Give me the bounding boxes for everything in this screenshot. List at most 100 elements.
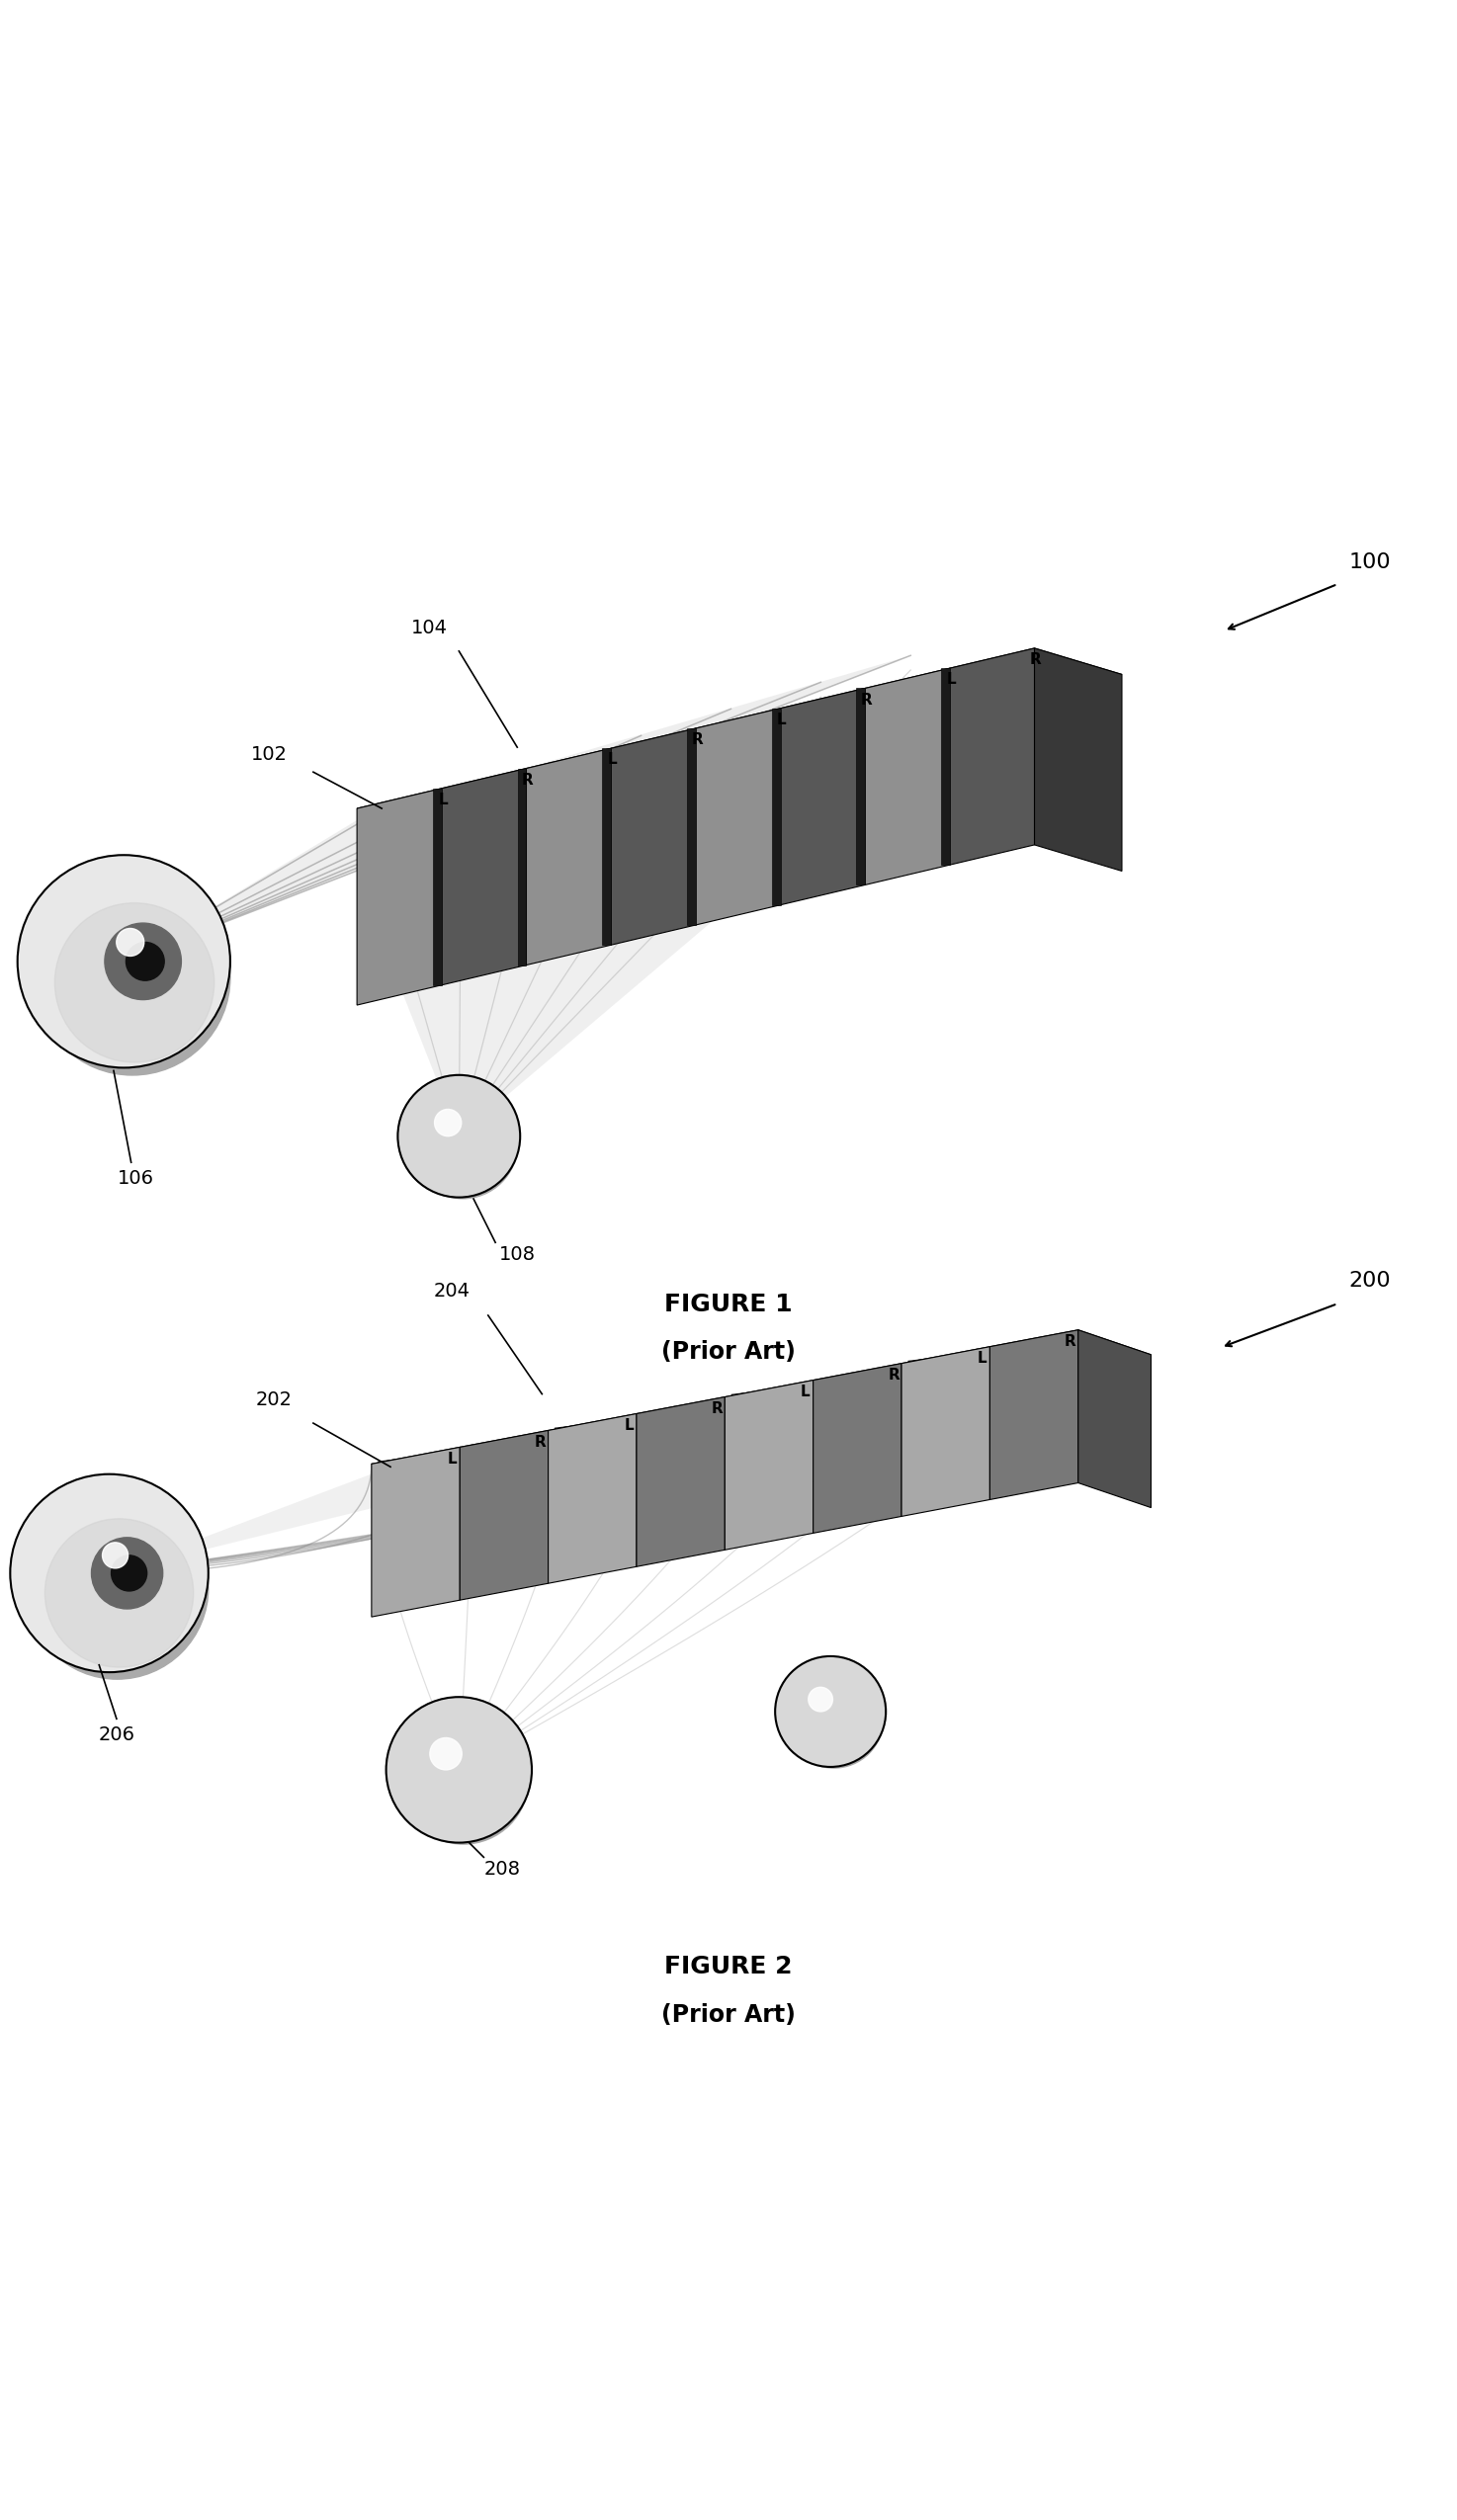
Text: FIGURE 2: FIGURE 2 — [664, 1956, 793, 1978]
Polygon shape — [813, 1363, 975, 1406]
Polygon shape — [781, 688, 865, 905]
Polygon shape — [517, 769, 526, 965]
Text: L: L — [624, 1419, 634, 1434]
Polygon shape — [813, 1363, 902, 1532]
Circle shape — [117, 927, 144, 955]
Polygon shape — [695, 708, 868, 753]
Polygon shape — [610, 728, 695, 945]
Polygon shape — [372, 1446, 460, 1618]
Text: L: L — [608, 753, 618, 766]
Ellipse shape — [778, 1406, 823, 1431]
Polygon shape — [602, 748, 610, 945]
Text: (Prior Art): (Prior Art) — [661, 2003, 796, 2026]
Circle shape — [434, 1109, 462, 1137]
Circle shape — [17, 854, 230, 1068]
Polygon shape — [905, 1341, 1075, 1449]
Polygon shape — [460, 1431, 548, 1600]
Polygon shape — [610, 728, 784, 774]
Polygon shape — [950, 648, 1122, 696]
Polygon shape — [902, 1346, 1062, 1389]
Polygon shape — [441, 769, 526, 985]
Polygon shape — [865, 668, 950, 885]
Polygon shape — [857, 688, 865, 885]
Polygon shape — [460, 1431, 621, 1472]
Polygon shape — [109, 1338, 1064, 1572]
Polygon shape — [357, 789, 441, 1005]
Polygon shape — [941, 668, 950, 864]
Text: (Prior Art): (Prior Art) — [661, 1341, 796, 1363]
Polygon shape — [950, 648, 1034, 864]
Circle shape — [45, 1520, 194, 1668]
Text: R: R — [861, 693, 873, 708]
Polygon shape — [441, 769, 613, 814]
Polygon shape — [548, 1414, 710, 1454]
Circle shape — [386, 1696, 532, 1842]
Circle shape — [55, 902, 214, 1063]
Circle shape — [92, 1537, 163, 1608]
Polygon shape — [526, 748, 698, 794]
Circle shape — [398, 1076, 520, 1197]
Text: 104: 104 — [411, 620, 449, 638]
Polygon shape — [364, 728, 940, 1137]
Circle shape — [26, 1497, 208, 1678]
Polygon shape — [124, 655, 911, 963]
Text: 108: 108 — [498, 1245, 536, 1265]
Circle shape — [398, 1714, 529, 1845]
Polygon shape — [781, 688, 953, 733]
Text: 206: 206 — [98, 1726, 136, 1744]
Text: 204: 204 — [433, 1283, 471, 1300]
Polygon shape — [526, 748, 610, 965]
Polygon shape — [688, 728, 695, 925]
Polygon shape — [548, 1414, 637, 1583]
Text: R: R — [887, 1368, 899, 1383]
Polygon shape — [989, 1331, 1078, 1499]
Polygon shape — [695, 708, 781, 925]
Polygon shape — [372, 1446, 533, 1489]
Polygon shape — [1034, 648, 1122, 872]
Text: R: R — [1065, 1336, 1077, 1348]
Polygon shape — [724, 1381, 813, 1550]
Polygon shape — [989, 1331, 1151, 1371]
Circle shape — [430, 1739, 462, 1769]
Polygon shape — [1078, 1331, 1151, 1507]
Text: L: L — [777, 713, 787, 728]
Text: 200: 200 — [1349, 1270, 1390, 1290]
Polygon shape — [724, 1381, 886, 1421]
Circle shape — [102, 1542, 128, 1567]
Text: 202: 202 — [255, 1391, 293, 1409]
Circle shape — [775, 1656, 886, 1767]
Text: R: R — [522, 774, 533, 786]
Polygon shape — [902, 1346, 989, 1517]
Text: L: L — [947, 673, 956, 688]
Text: FIGURE 1: FIGURE 1 — [664, 1293, 793, 1315]
Circle shape — [809, 1688, 833, 1711]
Text: 100: 100 — [1349, 552, 1390, 572]
Polygon shape — [637, 1396, 798, 1439]
Text: R: R — [535, 1434, 546, 1449]
Circle shape — [35, 879, 230, 1076]
Circle shape — [105, 922, 181, 1000]
Text: 102: 102 — [251, 746, 288, 764]
Ellipse shape — [425, 1474, 471, 1499]
Text: 106: 106 — [117, 1169, 154, 1189]
Text: 208: 208 — [484, 1860, 522, 1880]
Text: L: L — [978, 1351, 986, 1366]
Circle shape — [111, 1555, 147, 1590]
Polygon shape — [357, 789, 529, 834]
Text: R: R — [691, 733, 702, 748]
Ellipse shape — [956, 1373, 1000, 1399]
Text: L: L — [801, 1386, 810, 1399]
Circle shape — [408, 1089, 517, 1200]
Circle shape — [10, 1474, 208, 1673]
Polygon shape — [551, 1409, 721, 1515]
Ellipse shape — [602, 1441, 647, 1464]
Polygon shape — [728, 1376, 899, 1482]
Circle shape — [784, 1668, 883, 1769]
Polygon shape — [772, 708, 781, 905]
Polygon shape — [374, 1441, 545, 1550]
Polygon shape — [433, 789, 441, 985]
Polygon shape — [865, 668, 1037, 716]
Text: L: L — [439, 791, 447, 806]
Text: R: R — [711, 1401, 723, 1416]
Text: L: L — [447, 1452, 457, 1467]
